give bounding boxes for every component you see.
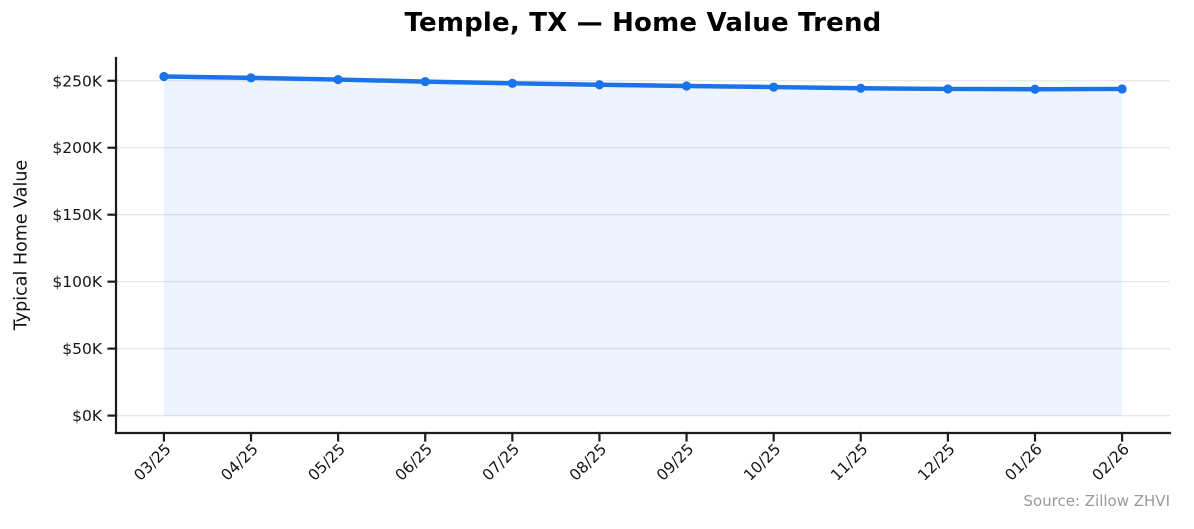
data-point	[1117, 84, 1127, 94]
y-tick-label: $200K	[52, 139, 102, 157]
axes	[107, 56, 1172, 442]
y-tick-label: $150K	[52, 206, 102, 224]
x-tick-label: 04/25	[218, 440, 262, 484]
data-point	[507, 78, 517, 88]
y-tick-label: $250K	[52, 72, 102, 90]
y-tick-label: $0K	[72, 407, 103, 425]
data-points	[159, 71, 1127, 94]
x-tick-label: 05/25	[305, 440, 349, 484]
data-point	[333, 74, 343, 85]
y-tick-labels: $0K $50K $100K $150K $200K $250K	[52, 72, 102, 425]
data-point	[769, 82, 779, 92]
x-tick-label: 03/25	[130, 440, 174, 484]
x-tick-label: 07/25	[479, 440, 523, 484]
chart-title: Temple, TX — Home Value Trend	[404, 8, 882, 38]
x-tick-label: 09/25	[653, 440, 697, 484]
data-point	[1030, 84, 1040, 94]
data-point	[159, 71, 169, 82]
x-tick-label: 01/26	[1001, 440, 1045, 484]
trend-line	[161, 74, 1125, 92]
x-tick-label: 02/26	[1089, 440, 1133, 484]
y-tick-label: $50K	[62, 340, 103, 358]
y-tick-label: $100K	[52, 273, 102, 291]
data-point	[943, 84, 953, 94]
x-tick-label: 08/25	[566, 440, 610, 484]
x-tick-label: 12/25	[914, 440, 958, 484]
data-point	[681, 81, 692, 91]
data-point	[420, 76, 430, 87]
x-tick-label: 11/25	[827, 440, 871, 484]
source-note: Source: Zillow ZHVI	[1023, 492, 1170, 510]
x-tick-label: 10/25	[740, 440, 784, 484]
area-fill	[163, 76, 1123, 416]
y-gridlines	[116, 80, 1170, 417]
data-point	[594, 80, 605, 90]
x-tick-label: 06/25	[392, 440, 436, 484]
data-point	[246, 73, 256, 83]
x-tick-labels: 03/25 04/25 05/25 06/25 07/25 08/25 09/25 10/25…	[130, 440, 1132, 484]
data-point	[856, 83, 866, 93]
